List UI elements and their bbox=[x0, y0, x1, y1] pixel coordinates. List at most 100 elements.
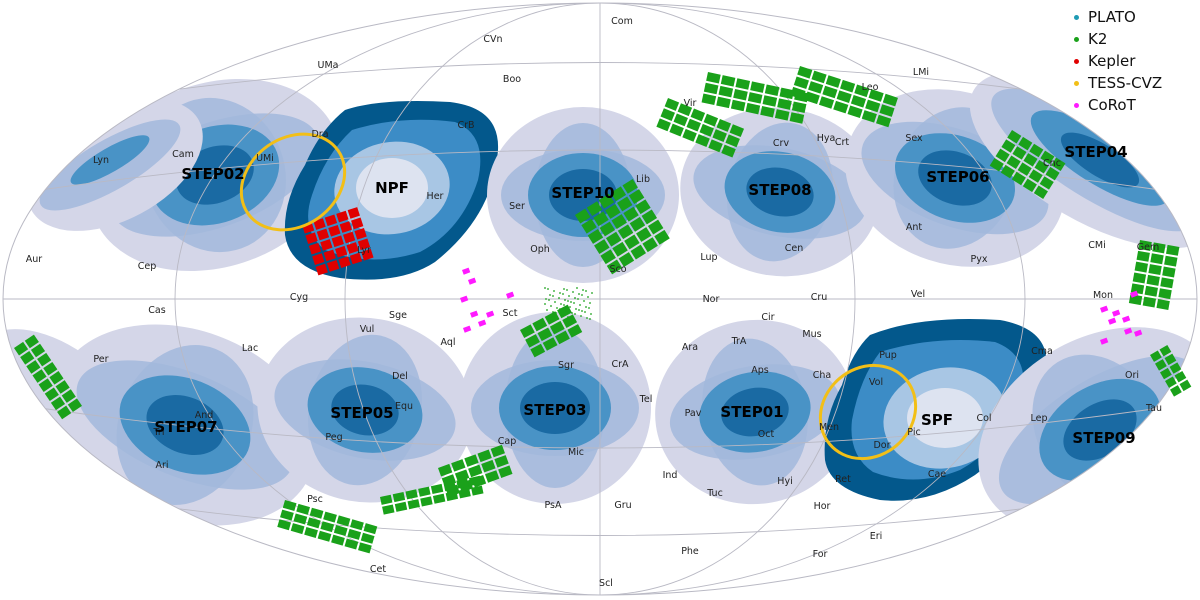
constellation-label-ant: Ant bbox=[906, 222, 923, 233]
field-label-step08: STEP08 bbox=[748, 181, 811, 199]
k2-speckle bbox=[586, 317, 588, 319]
k2-campaign-ccd bbox=[1017, 162, 1032, 176]
k2-campaign-ccd bbox=[20, 350, 35, 365]
k2-campaign-ccd bbox=[712, 129, 727, 143]
k2-campaign-ccd bbox=[451, 459, 466, 472]
k2-campaign-ccd bbox=[38, 378, 53, 392]
k2-campaign-ccd bbox=[642, 237, 658, 253]
k2-campaign-ccd bbox=[1022, 178, 1037, 193]
k2-campaign-ccd bbox=[1162, 266, 1176, 278]
k2-speckle bbox=[578, 293, 580, 295]
constellation-label-vul: Vul bbox=[360, 324, 375, 335]
k2-speckle bbox=[564, 299, 566, 301]
k2-campaign-ccd bbox=[1148, 264, 1162, 276]
k2-campaign-ccd bbox=[323, 511, 337, 523]
kepler-field-ccd bbox=[324, 214, 338, 227]
k2-campaign-ccd bbox=[379, 494, 393, 505]
k2-campaign-ccd bbox=[1156, 299, 1170, 310]
k2-campaign-ccd bbox=[854, 84, 870, 98]
kepler-field-ccd bbox=[346, 242, 359, 254]
k2-speckle bbox=[567, 316, 569, 318]
k2-campaign-ccd bbox=[290, 523, 305, 535]
k2-campaign-ccd bbox=[703, 82, 719, 95]
coverage-level4 bbox=[746, 167, 814, 217]
kepler-field-ccd bbox=[305, 232, 318, 245]
k2-campaign-ccd bbox=[30, 343, 46, 358]
kepler-field-ccd bbox=[361, 248, 374, 261]
k2-campaign-ccd bbox=[542, 337, 558, 351]
constellation-label-dor: Dor bbox=[873, 440, 890, 451]
k2-campaign-ccd bbox=[405, 489, 418, 500]
constellation-label-and: And bbox=[195, 410, 214, 421]
k2-campaign-ccd bbox=[865, 99, 881, 113]
k2-campaign-ccd bbox=[456, 478, 469, 489]
k2-campaign-ccd bbox=[833, 100, 849, 114]
k2-campaign-ccd bbox=[708, 139, 723, 153]
k2-campaign bbox=[13, 334, 82, 420]
k2-campaign-ccd bbox=[445, 490, 459, 502]
legend-label: Kepler bbox=[1088, 52, 1136, 70]
k2-campaign-ccd bbox=[1146, 274, 1160, 286]
constellation-label-sco: Sco bbox=[609, 264, 626, 275]
k2-speckle bbox=[558, 297, 560, 299]
constellation-label-ret: Ret bbox=[835, 474, 851, 485]
k2-campaign-ccd bbox=[804, 91, 820, 105]
k2-campaign-ccd bbox=[840, 79, 856, 93]
k2-campaign-ccd bbox=[716, 118, 732, 132]
k2-campaign-ccd bbox=[1051, 157, 1066, 172]
k2-campaign-ccd bbox=[567, 324, 583, 338]
k2-campaign-ccd bbox=[777, 98, 792, 110]
field-label-step01: STEP01 bbox=[720, 403, 783, 421]
k2-campaign-ccd bbox=[336, 515, 351, 527]
k2-campaign-ccd bbox=[443, 481, 457, 492]
k2-campaign-ccd bbox=[699, 123, 714, 137]
k2-speckle bbox=[560, 303, 562, 305]
k2-campaign-ccd bbox=[13, 341, 29, 356]
k2-speckle bbox=[583, 300, 585, 302]
constellation-label-cyg: Cyg bbox=[290, 292, 308, 303]
k2-campaign-ccd bbox=[791, 101, 807, 113]
field-label-step05: STEP05 bbox=[330, 404, 393, 422]
field-step04 bbox=[969, 71, 1197, 249]
k2-campaign-ccd bbox=[882, 93, 898, 107]
k2-campaign bbox=[437, 444, 513, 498]
k2-campaign-ccd bbox=[622, 178, 638, 194]
constellation-label-crv: Crv bbox=[773, 138, 790, 149]
k2-campaign-ccd bbox=[635, 199, 651, 215]
kepler-field-ccd bbox=[347, 207, 360, 219]
k2-campaign-ccd bbox=[850, 95, 867, 108]
k2-campaign-ccd bbox=[617, 224, 634, 240]
k2-campaign-ccd bbox=[641, 209, 658, 225]
constellation-label-ari: Ari bbox=[155, 460, 168, 471]
k2-campaign-ccd bbox=[586, 201, 603, 217]
k2-campaign-ccd bbox=[280, 509, 294, 521]
k2-speckle bbox=[567, 300, 569, 302]
k2-campaign-ccd bbox=[420, 496, 433, 507]
constellation-label-gru: Gru bbox=[614, 500, 631, 511]
k2-campaign bbox=[519, 304, 583, 358]
legend-item-corot: CoRoT bbox=[1074, 94, 1192, 116]
field-label-step09: STEP09 bbox=[1072, 429, 1135, 447]
k2-campaign-ccd bbox=[575, 208, 591, 224]
k2-campaign-ccd bbox=[1144, 285, 1158, 297]
kepler-field-ccd bbox=[308, 242, 322, 255]
corot-pointing bbox=[1121, 315, 1131, 323]
legend-label: PLATO bbox=[1088, 8, 1136, 26]
constellation-label-gem: Gem bbox=[1137, 242, 1159, 253]
corot-pointing bbox=[468, 277, 477, 285]
constellation-label-cam: Cam bbox=[172, 149, 194, 160]
k2-campaign-ccd bbox=[57, 405, 72, 420]
tess-cvz-north bbox=[239, 132, 347, 232]
constellation-label-oct: Oct bbox=[758, 429, 775, 440]
kepler-field-ccd bbox=[336, 210, 349, 223]
k2-campaign-ccd bbox=[530, 343, 546, 358]
k2-speckle bbox=[568, 295, 570, 297]
meridian-line bbox=[344, 3, 856, 595]
k2-campaign-ccd bbox=[750, 81, 765, 93]
k2-speckle bbox=[589, 318, 591, 320]
k2-speckle bbox=[580, 315, 582, 317]
legend-item-plato: PLATO bbox=[1074, 6, 1192, 28]
k2-campaign-ccd bbox=[317, 530, 332, 542]
constellation-label-vel: Vel bbox=[911, 289, 925, 300]
